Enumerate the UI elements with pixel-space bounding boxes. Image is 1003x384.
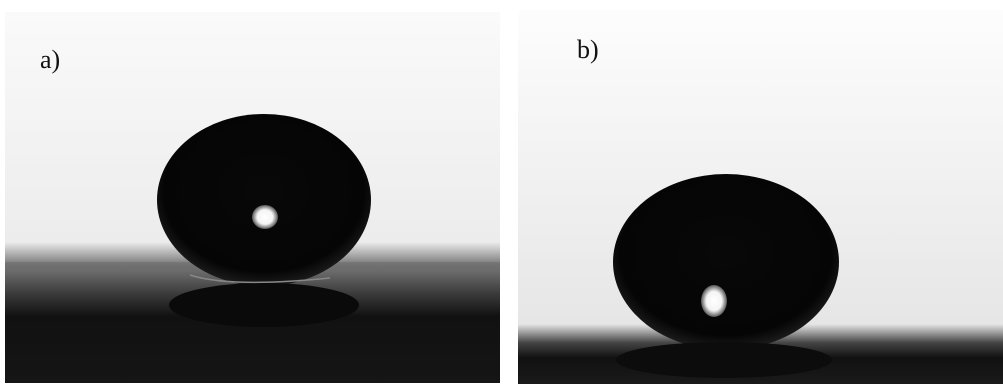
highlight [252, 205, 278, 229]
panel-label: b) [577, 35, 599, 64]
figure: a) b) [0, 0, 1003, 384]
panel-b: b) [518, 10, 1003, 384]
panel-a: a) [5, 12, 500, 383]
droplet-reflection [616, 342, 832, 378]
droplet [157, 114, 371, 286]
droplet-reflection [169, 283, 359, 327]
panel-label: a) [40, 45, 60, 74]
droplet [613, 174, 839, 350]
highlight [701, 285, 727, 317]
